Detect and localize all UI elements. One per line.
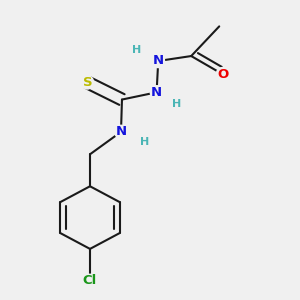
Text: N: N [151,86,162,99]
Ellipse shape [115,125,127,139]
Text: S: S [82,76,92,89]
Ellipse shape [81,274,99,287]
Ellipse shape [150,86,163,99]
Ellipse shape [130,44,143,57]
Ellipse shape [216,68,229,81]
Ellipse shape [81,76,94,89]
Ellipse shape [152,54,164,68]
Text: H: H [140,137,150,147]
Ellipse shape [139,136,151,149]
Text: H: H [132,45,141,55]
Text: Cl: Cl [83,274,97,287]
Text: H: H [172,99,181,109]
Text: N: N [116,125,127,138]
Ellipse shape [170,97,183,110]
Text: O: O [217,68,228,81]
Text: N: N [153,55,164,68]
